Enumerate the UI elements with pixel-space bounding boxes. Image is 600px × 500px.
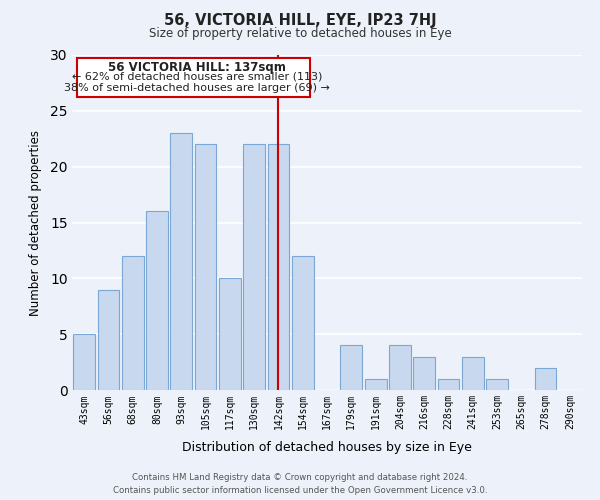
- Bar: [73, 334, 95, 390]
- Bar: [170, 133, 192, 390]
- Bar: [437, 379, 460, 390]
- Bar: [365, 379, 386, 390]
- Bar: [340, 346, 362, 390]
- Y-axis label: Number of detached properties: Number of detached properties: [29, 130, 42, 316]
- Text: ← 62% of detached houses are smaller (113): ← 62% of detached houses are smaller (11…: [72, 72, 322, 82]
- Bar: [97, 290, 119, 390]
- Bar: [268, 144, 289, 390]
- Text: Size of property relative to detached houses in Eye: Size of property relative to detached ho…: [149, 28, 451, 40]
- Bar: [292, 256, 314, 390]
- Bar: [194, 144, 217, 390]
- Bar: [146, 212, 168, 390]
- Text: 38% of semi-detached houses are larger (69) →: 38% of semi-detached houses are larger (…: [64, 83, 330, 93]
- Bar: [413, 356, 435, 390]
- Bar: [243, 144, 265, 390]
- Text: 56, VICTORIA HILL, EYE, IP23 7HJ: 56, VICTORIA HILL, EYE, IP23 7HJ: [164, 12, 436, 28]
- Text: Contains HM Land Registry data © Crown copyright and database right 2024.
Contai: Contains HM Land Registry data © Crown c…: [113, 473, 487, 495]
- Bar: [462, 356, 484, 390]
- Bar: [535, 368, 556, 390]
- FancyBboxPatch shape: [77, 58, 310, 98]
- Bar: [219, 278, 241, 390]
- Bar: [486, 379, 508, 390]
- Text: 56 VICTORIA HILL: 137sqm: 56 VICTORIA HILL: 137sqm: [108, 60, 286, 74]
- Bar: [122, 256, 143, 390]
- X-axis label: Distribution of detached houses by size in Eye: Distribution of detached houses by size …: [182, 440, 472, 454]
- Bar: [389, 346, 411, 390]
